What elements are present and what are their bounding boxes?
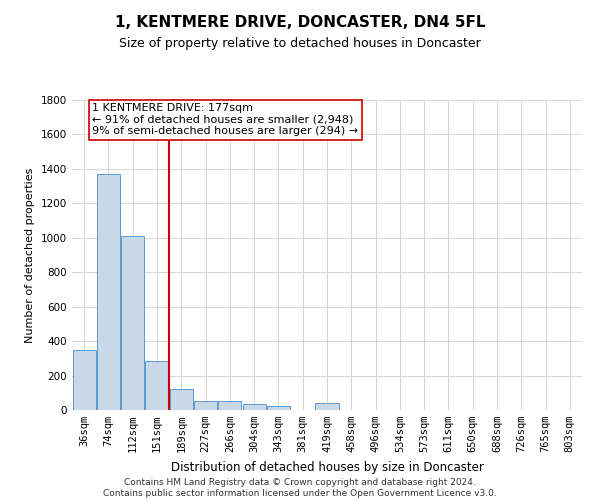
Text: 1, KENTMERE DRIVE, DONCASTER, DN4 5FL: 1, KENTMERE DRIVE, DONCASTER, DN4 5FL (115, 15, 485, 30)
Bar (145, 361, 169, 410)
Text: Contains HM Land Registry data © Crown copyright and database right 2024.
Contai: Contains HM Land Registry data © Crown c… (103, 478, 497, 498)
Bar (97, 174, 120, 410)
Bar (242, 404, 266, 410)
Bar (170, 390, 193, 410)
Bar (121, 236, 144, 410)
Bar (267, 406, 290, 410)
Bar (73, 350, 95, 410)
Text: 1 KENTMERE DRIVE: 177sqm
← 91% of detached houses are smaller (2,948)
9% of semi: 1 KENTMERE DRIVE: 177sqm ← 91% of detach… (92, 103, 359, 136)
Bar (316, 403, 338, 410)
Bar (218, 402, 241, 410)
Text: Size of property relative to detached houses in Doncaster: Size of property relative to detached ho… (119, 38, 481, 51)
X-axis label: Distribution of detached houses by size in Doncaster: Distribution of detached houses by size … (170, 460, 484, 473)
Bar (194, 400, 217, 410)
Y-axis label: Number of detached properties: Number of detached properties (25, 168, 35, 342)
